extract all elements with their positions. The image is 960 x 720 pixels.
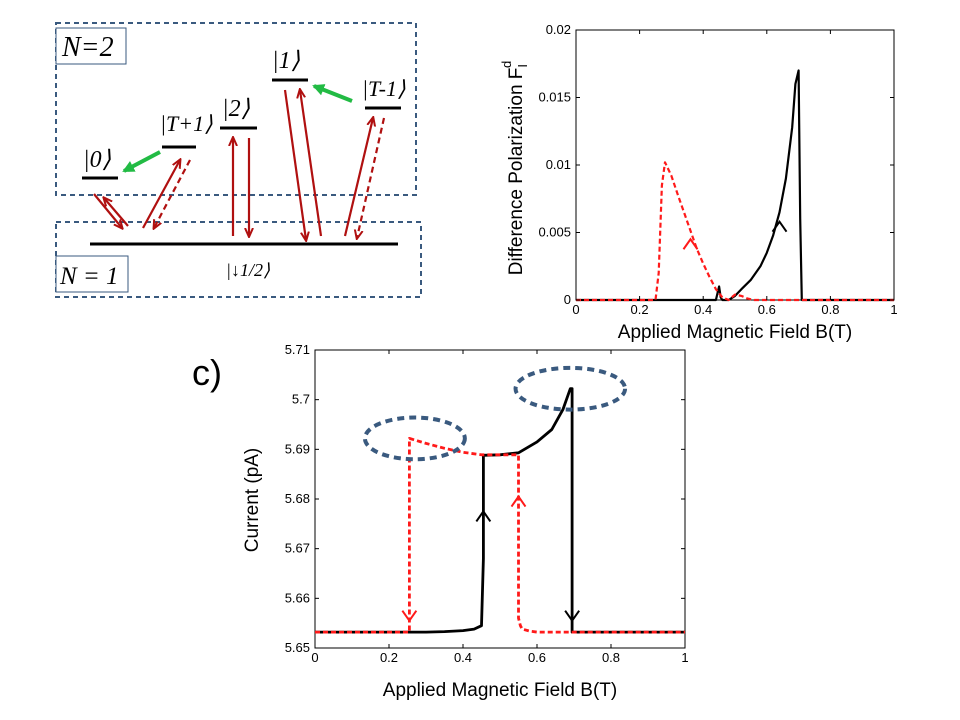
transition-1-up (300, 90, 323, 237)
polarization-chart: 0 0.2 0.4 0.6 0.8 1 0 0.005 0.01 0.015 0.02 Appli… (499, 22, 898, 343)
transition-tm1-down-dashed (357, 117, 386, 238)
current-y-tick-label: 5.67 (285, 541, 310, 556)
current-direction-arrow-sweep-up (564, 610, 580, 623)
polarization-y-tick-label: 0 (564, 292, 571, 307)
polarization-x-tick-label: 0.6 (758, 302, 776, 317)
polarization-y-tick-label: 0.02 (546, 22, 571, 37)
current-x-tick-label: 0.4 (454, 650, 472, 665)
transition-tm1-up (343, 118, 373, 237)
state-label-ket-0: |0⟩ (83, 147, 112, 173)
transition-1-down (283, 89, 306, 240)
polarization-x-tick-label: 0.8 (821, 302, 839, 317)
polarization-y-tick-label: 0.01 (546, 157, 571, 172)
energy-level-diagram: N=2 N = 1 |0⟩ |T+1⟩ |2⟩ |1⟩ |T-1⟩ |↓1/2⟩ (55, 22, 422, 298)
state-label-ket-tp1: |T+1⟩ (160, 111, 213, 136)
polarization-x-axis-label: Applied Magnetic Field B(T) (618, 322, 852, 343)
polarization-series-sweep-up (576, 69, 894, 302)
current-x-tick-label: 0.6 (528, 650, 546, 665)
current-x-tick-label: 0.2 (380, 650, 398, 665)
state-label-ket-2: |2⟩ (222, 96, 251, 122)
current-x-tick-label: 1 (681, 650, 688, 665)
current-y-tick-label: 5.71 (285, 342, 310, 357)
current-x-axis-label: Applied Magnetic Field B(T) (383, 680, 617, 701)
box-n2 (55, 22, 417, 196)
polarization-plot-area (575, 29, 895, 301)
current-chart: 0 0.2 0.4 0.6 0.8 1 5.65 5.66 5.67 5.68 5.69 5.7 5.… (242, 342, 689, 701)
polarization-y-axis-label-sub: I (515, 64, 530, 68)
polarization-y-tick-label: 0.015 (538, 90, 571, 105)
polarization-y-axis-label: Difference Polarization FId (499, 61, 530, 276)
relaxation-arrow-tp1-to-0 (122, 150, 161, 173)
current-y-tick-label: 5.7 (292, 392, 310, 407)
box-n1-label: N = 1 (59, 263, 119, 290)
box-n2-label-frame (55, 27, 127, 65)
polarization-direction-arrow-sweep-up (771, 219, 788, 233)
panel-c-label: c) (192, 352, 222, 393)
polarization-direction-arrow-sweep-down (682, 237, 699, 250)
relaxation-arrow-tm1-to-1 (312, 84, 353, 103)
state-label-ground: |↓1/2⟩ (226, 260, 270, 280)
current-highlight-ellipse (513, 365, 628, 412)
polarization-y-axis-label-sup: d (499, 61, 514, 68)
current-direction-arrow-sweep-down (510, 494, 527, 508)
current-series-sweep-down (315, 436, 685, 634)
box-n2-label: N=2 (61, 32, 114, 63)
current-direction-arrow-sweep-down (401, 610, 418, 623)
polarization-x-tick-label: 1 (890, 302, 897, 317)
transition-tp1-up (142, 160, 180, 229)
transition-arrows (93, 89, 386, 240)
current-y-tick-label: 5.66 (285, 590, 310, 605)
transition-tp1-down-dashed (154, 159, 191, 228)
current-y-tick-label: 5.68 (285, 491, 310, 506)
current-y-tick-label: 5.65 (285, 640, 310, 655)
current-y-axis-label: Current (pA) (242, 448, 263, 553)
state-label-ket-1: |1⟩ (272, 48, 301, 74)
transition-0-down (93, 193, 122, 228)
polarization-x-tick-label: 0 (572, 302, 579, 317)
box-n1 (55, 221, 422, 298)
polarization-x-tick-label: 0.4 (694, 302, 712, 317)
polarization-series-sweep-down (576, 161, 894, 302)
current-direction-arrow-sweep-up (475, 509, 492, 522)
transition-0-up (104, 198, 129, 227)
current-highlight-ellipse (362, 415, 467, 462)
box-n1-label-frame (55, 255, 129, 293)
polarization-y-axis-label-main: Difference Polarization F (506, 68, 527, 276)
current-x-tick-label: 0 (311, 650, 318, 665)
current-y-tick-label: 5.69 (285, 441, 310, 456)
current-x-tick-label: 0.8 (602, 650, 620, 665)
current-plot-area (314, 349, 686, 649)
state-label-ket-tm1: |T-1⟩ (362, 76, 406, 101)
polarization-x-tick-label: 0.2 (631, 302, 649, 317)
polarization-y-tick-label: 0.005 (538, 225, 571, 240)
